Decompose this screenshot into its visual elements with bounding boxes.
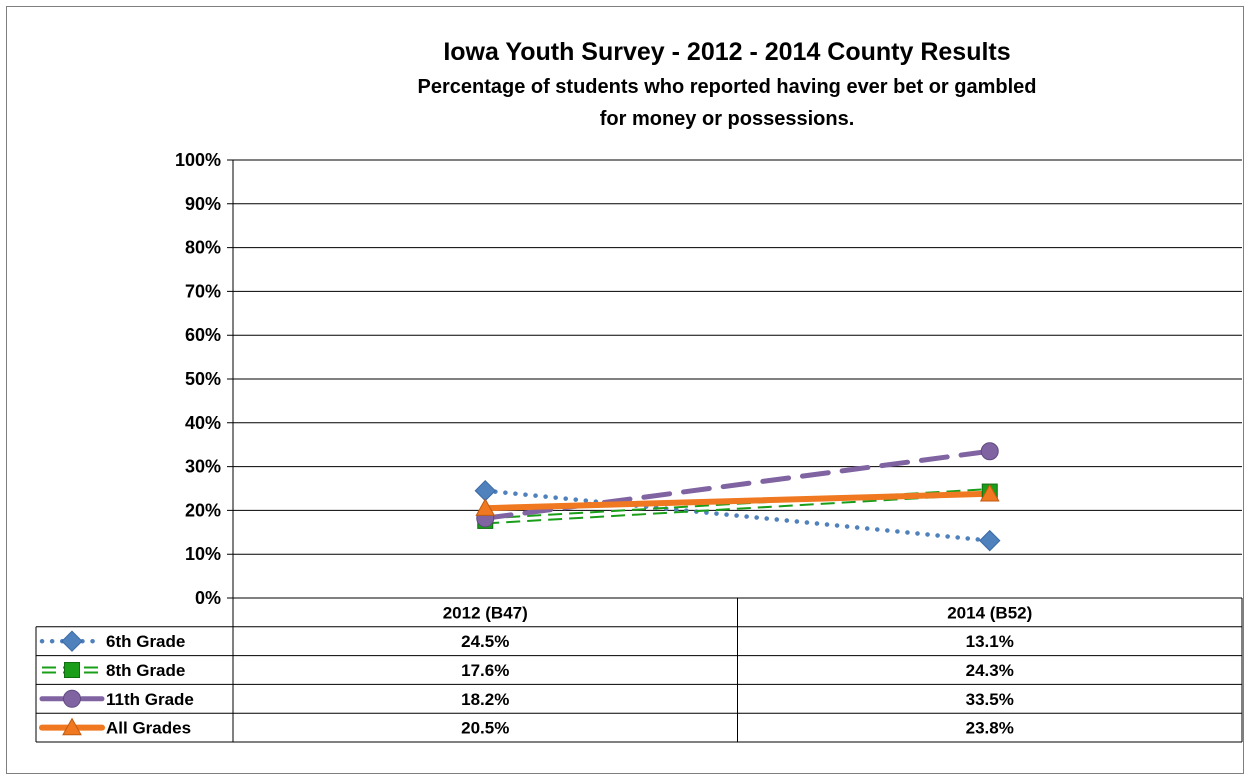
y-tick-label: 100% (175, 150, 221, 170)
data-point-6th-grade (979, 529, 1001, 552)
legend-marker-6th-grade (61, 630, 83, 652)
series-line-all-grades (482, 490, 993, 512)
chart-subtitle-line-1: Percentage of students who reported havi… (417, 76, 1036, 98)
y-tick-label: 0% (195, 588, 221, 608)
series-line-6th-grade (483, 488, 992, 543)
data-label: 24.5% (461, 632, 509, 651)
data-label: 33.5% (966, 690, 1014, 709)
data-label: 20.5% (461, 719, 509, 738)
data-point-all-grades (475, 498, 496, 516)
chart-title: Iowa Youth Survey - 2012 - 2014 County R… (443, 38, 1010, 66)
y-tick-label: 60% (185, 325, 221, 345)
legend-marker-all-grades (62, 717, 82, 736)
data-point-6th-grade (474, 479, 496, 502)
data-point-11th-grade (980, 442, 999, 461)
x-tick-label: 2012 (B47) (443, 603, 528, 622)
y-tick-label: 80% (185, 238, 221, 258)
data-point-all-grades (979, 483, 1000, 502)
data-label: 13.1% (966, 632, 1014, 651)
data-label: 17.6% (461, 661, 509, 680)
data-label: 24.3% (966, 661, 1014, 680)
chart-subtitle-line-2: for money or possessions. (600, 108, 855, 130)
legend-label-8th-grade: 8th Grade (106, 661, 185, 680)
y-tick-label: 40% (185, 413, 221, 433)
y-tick-label: 30% (185, 457, 221, 477)
legend-label-11th-grade: 11th Grade (106, 690, 194, 709)
y-tick-label: 20% (185, 500, 221, 520)
gridlines (227, 159, 1242, 599)
legend-marker-8th-grade (64, 662, 80, 678)
legend-label-all-grades: All Grades (106, 719, 191, 738)
data-label: 23.8% (966, 719, 1014, 738)
y-axis-ticks: 0% 10% 20% 30% 40% 50% 60% 70% 80% 90% 100% (175, 150, 221, 608)
series-markers (474, 442, 1001, 552)
x-tick-label: 2014 (B52) (947, 603, 1032, 622)
y-tick-label: 50% (185, 369, 221, 389)
y-tick-label: 10% (185, 544, 221, 564)
y-tick-label: 90% (185, 194, 221, 214)
data-label: 18.2% (461, 690, 509, 709)
legend-label-6th-grade: 6th Grade (106, 632, 185, 651)
data-table: 2012 (B47) 2014 (B52) 6th Grade 24.5% 13.1% 8… (35, 597, 1243, 743)
legend-marker-11th-grade (63, 689, 81, 708)
chart-frame (6, 6, 1244, 774)
series-lines (482, 448, 993, 543)
y-tick-label: 70% (185, 281, 221, 301)
